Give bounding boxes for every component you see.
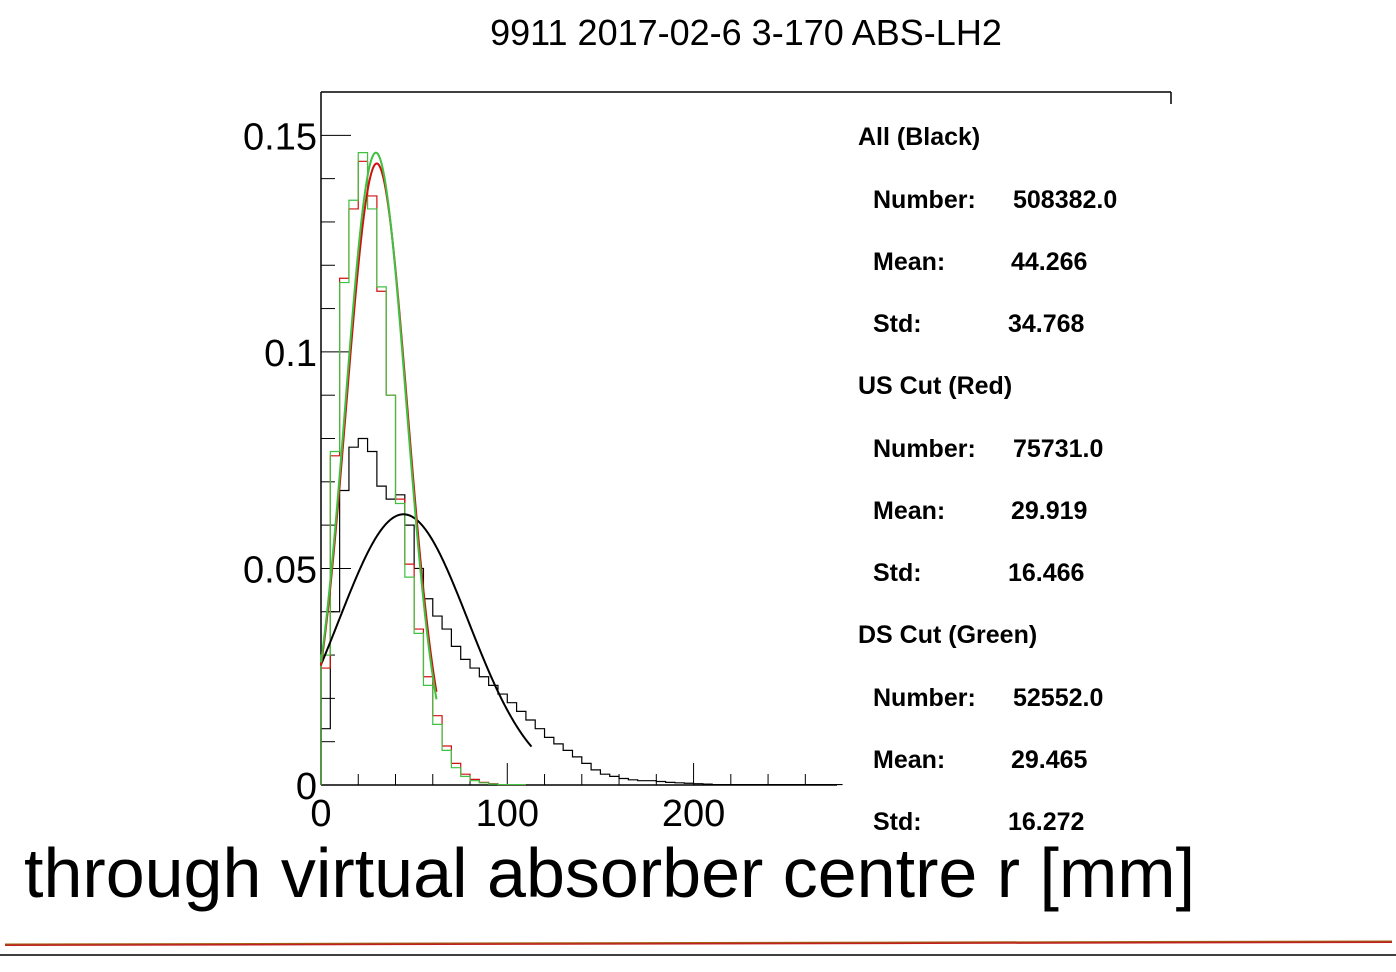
stats-value: 29.919 (1011, 497, 1087, 525)
histogram-us-cut-red (320, 160, 526, 786)
bottom-decoration-lines (0, 940, 1396, 956)
stats-label: Std: (873, 310, 922, 338)
stats-value: 16.272 (1008, 808, 1084, 836)
stats-value: 29.465 (1011, 746, 1088, 774)
stats-heading: All (Black) (858, 123, 980, 151)
chart-title: 9911 2017-02-6 3-170 ABS-LH2 (490, 12, 1002, 53)
y-axis: 0 0.05 0.1 0.15 (243, 91, 351, 808)
fit-ds-cut-green (320, 151, 438, 700)
y-tick-label: 0.05 (243, 549, 317, 591)
y-tick-label: 0 (296, 766, 317, 808)
y-tick-label: 0.15 (243, 116, 317, 158)
stats-value: 75731.0 (1013, 435, 1103, 463)
y-tick-label: 0.1 (264, 333, 317, 375)
stats-label: Number: (873, 186, 976, 214)
fit-all-black (320, 513, 533, 748)
stats-value: 52552.0 (1013, 684, 1103, 712)
stats-value: 34.768 (1008, 310, 1085, 338)
histogram-ds-cut-green (320, 152, 526, 786)
stats-label: Number: (873, 684, 976, 712)
x-axis: 0 100 200 (310, 763, 806, 835)
histogram-series (320, 152, 843, 786)
stats-label: Mean: (873, 248, 945, 276)
stats-heading: DS Cut (Green) (858, 621, 1037, 649)
stats-label: Std: (873, 808, 922, 836)
fit-us-cut-red (320, 162, 438, 693)
x-tick-label: 200 (662, 793, 725, 835)
histogram-all-black (320, 437, 843, 786)
stats-value: 44.266 (1011, 248, 1087, 276)
bottom-line-orange (4, 940, 1393, 945)
x-tick-label: 100 (476, 793, 539, 835)
stats-label: Mean: (873, 497, 945, 525)
x-axis-label: through virtual absorber centre r [mm] (24, 834, 1195, 912)
stats-box: All (Black) Number: 508382.0 Mean: 44.266 Std… (858, 123, 1117, 836)
stats-label: Std: (873, 559, 922, 587)
stats-value: 16.466 (1008, 559, 1084, 587)
x-tick-label: 0 (310, 793, 331, 835)
stats-label: Number: (873, 435, 976, 463)
gaussian-fits (320, 151, 533, 748)
stats-label: Mean: (873, 746, 945, 774)
stats-value: 508382.0 (1013, 186, 1117, 214)
stats-heading: US Cut (Red) (858, 372, 1012, 400)
bottom-line-red (4, 941, 1393, 946)
